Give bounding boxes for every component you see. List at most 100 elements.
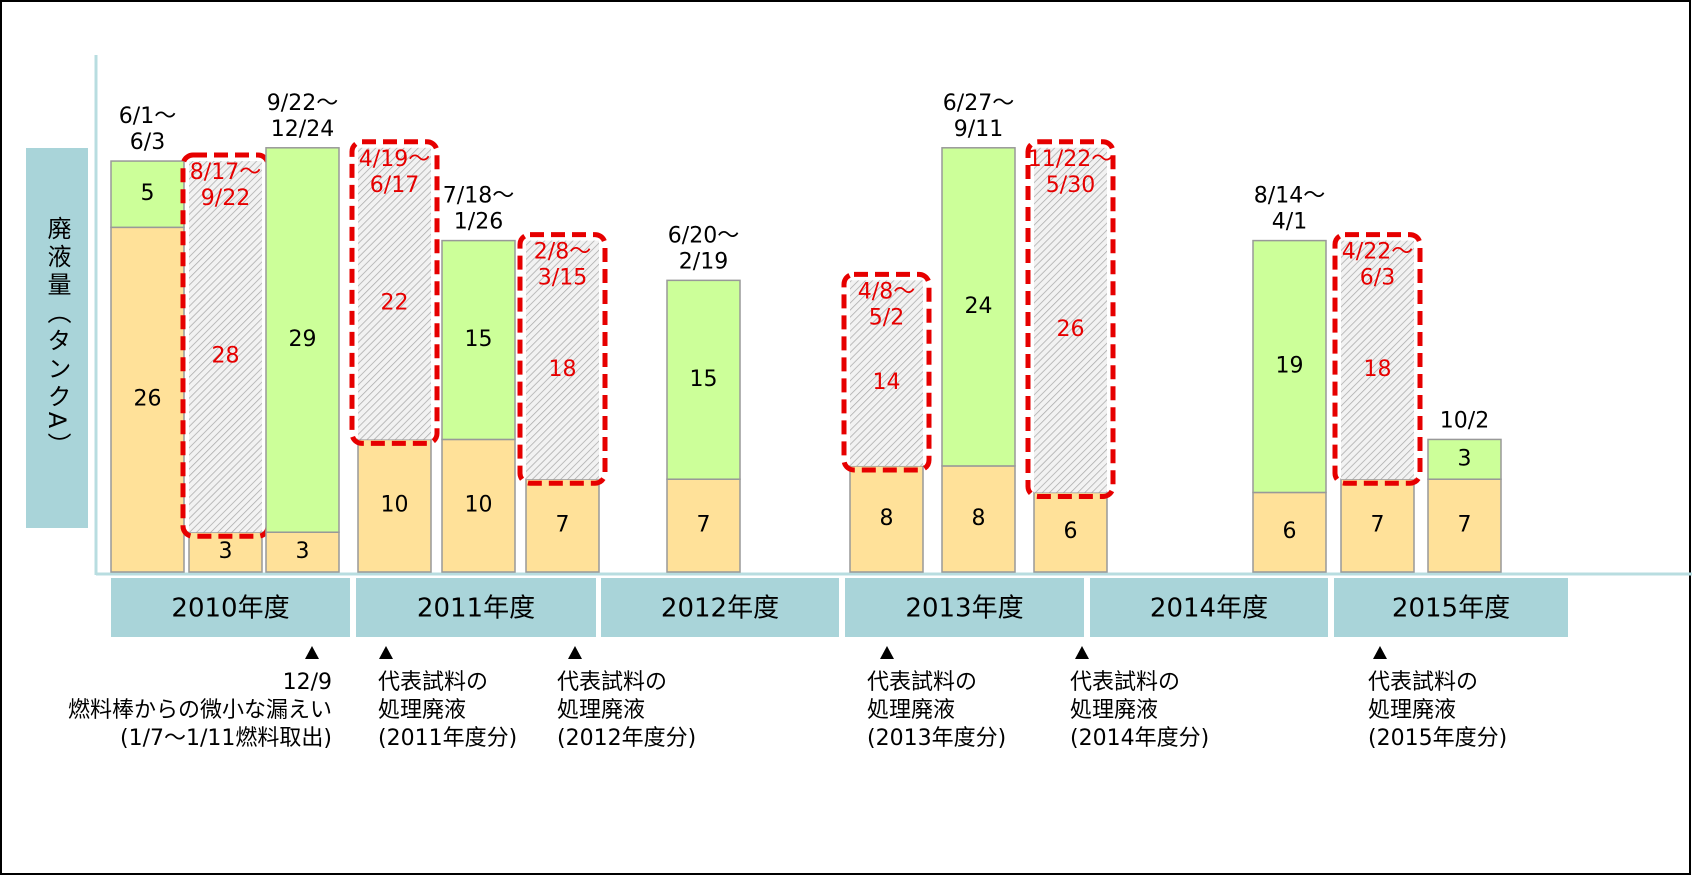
bar-segment (525, 478, 600, 573)
year-band (601, 578, 839, 637)
year-label: 2014年度 (1150, 594, 1268, 624)
annotation: 処理廃液 (1070, 698, 1158, 723)
period-label: 4/8～ (858, 279, 915, 304)
period-label: 2/19 (679, 249, 728, 274)
value-label: 15 (465, 327, 493, 352)
period-label: 8/17～ (190, 160, 261, 185)
hatched-bar (189, 161, 262, 533)
period-label: 9/11 (954, 117, 1003, 142)
annotation: 処理廃液 (378, 698, 466, 723)
value-label: 26 (1057, 317, 1085, 342)
period-label: 4/22～ (1342, 240, 1413, 265)
period-label: 6/1～ (119, 104, 176, 129)
annotation: (2011年度分) (378, 726, 517, 751)
value-label: 22 (381, 291, 409, 316)
period-label: 4/1 (1272, 210, 1307, 235)
value-label: 29 (289, 327, 317, 352)
y-axis-label: 廃液量（タンクA） (43, 216, 71, 460)
period-label: 1/26 (454, 210, 503, 235)
value-label: 8 (880, 506, 894, 531)
value-label: 10 (381, 493, 409, 518)
annotation: (2013年度分) (867, 726, 1006, 751)
y-label-box (26, 148, 88, 528)
bar-segment (1252, 239, 1327, 494)
bar-segment (110, 160, 185, 229)
annotation: 代表試料の (1368, 670, 1478, 695)
hatched-bar (526, 240, 599, 480)
period-label: 3/15 (538, 266, 587, 291)
year-band (1334, 578, 1568, 637)
bar-segment (1427, 438, 1502, 480)
bar-segment (666, 478, 741, 573)
value-label: 7 (697, 513, 711, 538)
dashed-box (1025, 139, 1116, 499)
hatched-bar (1034, 147, 1107, 493)
period-label: 6/3 (1360, 266, 1395, 291)
value-label: 18 (1364, 357, 1392, 382)
value-label: 7 (556, 513, 570, 538)
period-label: 8/14～ (1254, 184, 1325, 209)
year-label: 2015年度 (1392, 594, 1510, 624)
period-label: 9/22～ (267, 91, 338, 116)
value-label: 24 (965, 294, 993, 319)
annotation: 燃料棒からの微小な漏えい (68, 698, 332, 723)
period-label: 10/2 (1440, 408, 1489, 433)
value-label: 3 (1458, 446, 1472, 471)
year-label: 2011年度 (417, 594, 535, 624)
bar-segment (441, 239, 516, 441)
hatched-bar (1341, 240, 1414, 480)
year-band (356, 578, 596, 637)
period-label: 12/24 (271, 117, 334, 142)
marker (880, 646, 894, 659)
annotation: 処理廃液 (557, 698, 645, 723)
value-label: 7 (1371, 513, 1385, 538)
period-label: 2/8～ (534, 240, 591, 265)
period-label: 9/22 (201, 186, 250, 211)
hatched-bar (358, 147, 431, 440)
bar-segment (265, 147, 340, 533)
dashed-box (517, 232, 608, 486)
value-label: 8 (972, 506, 986, 531)
period-label: 6/17 (370, 173, 419, 198)
bar-segment (941, 147, 1016, 467)
dashed-box (349, 139, 440, 446)
bar-segment (1252, 491, 1327, 573)
year-label: 2010年度 (171, 594, 289, 624)
period-label: 5/30 (1046, 173, 1095, 198)
bar-segment (357, 438, 432, 573)
period-label: 4/19～ (359, 147, 430, 172)
annotation: 12/9 (283, 670, 332, 695)
marker (1373, 646, 1387, 659)
marker (305, 646, 319, 659)
dashed-box (841, 271, 932, 473)
annotation: (2014年度分) (1070, 726, 1209, 751)
bar-segment (849, 465, 924, 573)
value-label: 3 (296, 539, 310, 564)
period-label: 11/22～ (1028, 147, 1113, 172)
period-label: 5/2 (869, 305, 904, 330)
value-label: 10 (465, 493, 493, 518)
year-band (1090, 578, 1328, 637)
annotation: (1/7～1/11燃料取出) (120, 726, 332, 751)
marker (1075, 646, 1089, 659)
year-band (845, 578, 1084, 637)
annotation: 代表試料の (1070, 670, 1180, 695)
annotation: 代表試料の (557, 670, 667, 695)
year-band (111, 578, 350, 637)
value-label: 28 (212, 344, 240, 369)
dashed-box (1332, 232, 1423, 486)
value-label: 6 (1283, 519, 1297, 544)
bar-segment (265, 531, 340, 573)
year-label: 2013年度 (905, 594, 1023, 624)
value-label: 26 (134, 387, 162, 412)
bar-segment (666, 279, 741, 480)
annotation: 処理廃液 (867, 698, 955, 723)
bar-segment (188, 531, 263, 573)
annotation: (2012年度分) (557, 726, 696, 751)
period-label: 6/27～ (943, 91, 1014, 116)
value-label: 7 (1458, 513, 1472, 538)
bar-segment (941, 465, 1016, 573)
year-label: 2012年度 (661, 594, 779, 624)
